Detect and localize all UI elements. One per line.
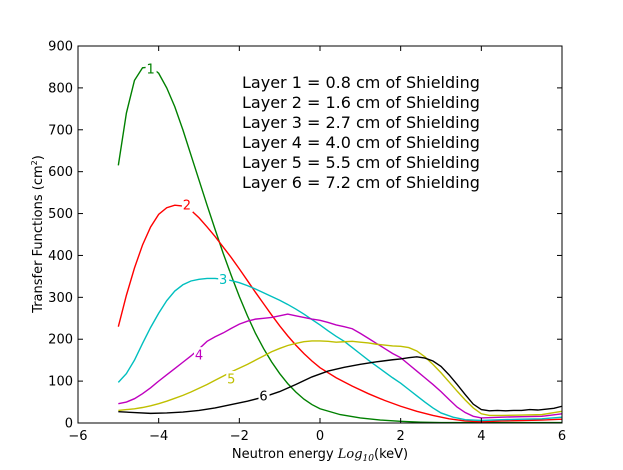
x-tick-label-1: −4 [149, 429, 168, 444]
curve-label-bg-1 [145, 61, 157, 77]
series-line-layer-6 [118, 356, 563, 415]
series-line-layer-3 [117, 277, 563, 422]
series-line-layer-2 [117, 204, 563, 423]
legend-entry-4: Layer 4 = 4.0 cm of Shielding [242, 133, 480, 152]
y-tick-label-7: 700 [48, 123, 73, 138]
curve-label-6: 6 [259, 389, 267, 404]
curve-label-bg-6 [258, 387, 270, 403]
legend-entry-5: Layer 5 = 5.5 cm of Shielding [242, 153, 480, 172]
x-axis-label-log-sub: 10 [363, 454, 375, 464]
x-axis-label: Neutron energy Log10(keV) [232, 447, 408, 464]
legend-entry-6: Layer 6 = 7.2 cm of Shielding [242, 173, 480, 192]
y-tick-label-1: 100 [48, 375, 73, 390]
x-tick-label-5: 4 [477, 429, 485, 444]
y-tick-label-4: 400 [48, 249, 73, 264]
legend-entry-1: Layer 1 = 0.8 cm of Shielding [242, 73, 480, 92]
legend: Layer 1 = 0.8 cm of Shielding Layer 2 = … [242, 73, 480, 192]
y-tick-label-2: 200 [48, 333, 73, 348]
y-tick-label-8: 800 [48, 81, 73, 96]
curve-label-4: 4 [195, 349, 203, 364]
legend-entry-2: Layer 2 = 1.6 cm of Shielding [242, 93, 480, 112]
y-axis-label-close: ) [31, 155, 46, 160]
y-tick-label-9: 900 [48, 40, 73, 55]
curve-label-bg-3 [218, 271, 230, 287]
curve-label-bg-5 [226, 371, 238, 387]
curve-label-3: 3 [219, 273, 227, 288]
curve-label-5: 5 [227, 373, 235, 388]
curve-label-2: 2 [183, 199, 191, 214]
x-tick-label-6: 6 [558, 429, 566, 444]
y-tick-label-0: 0 [65, 417, 73, 432]
y-tick-label-3: 300 [48, 291, 73, 306]
curve-label-bg-2 [181, 197, 193, 213]
y-tick-label-5: 500 [48, 207, 73, 222]
y-axis-label: Transfer Functions (cm2) [30, 155, 46, 314]
x-axis-label-prefix: Neutron energy [232, 447, 338, 462]
y-axis-label-main: Transfer Functions (cm [31, 165, 46, 314]
y-axis-label-sup: 2 [30, 160, 39, 165]
y-tick-label-6: 600 [48, 165, 73, 180]
curve-label-bg-4 [194, 347, 205, 363]
series-line-layer-5 [118, 340, 563, 417]
x-tick-label-0: −6 [68, 429, 87, 444]
series-line-layer-1 [117, 66, 562, 424]
x-axis-label-log: Log [337, 447, 363, 462]
curve-label-1: 1 [146, 63, 154, 78]
legend-entry-3: Layer 3 = 2.7 cm of Shielding [242, 113, 480, 132]
series-layer [117, 66, 563, 424]
x-tick-label-4: 2 [397, 429, 405, 444]
series-line-layer-4 [118, 313, 563, 419]
x-tick-label-3: 0 [316, 429, 324, 444]
x-axis-label-unit: (keV) [374, 447, 408, 462]
x-tick-label-2: −2 [230, 429, 249, 444]
